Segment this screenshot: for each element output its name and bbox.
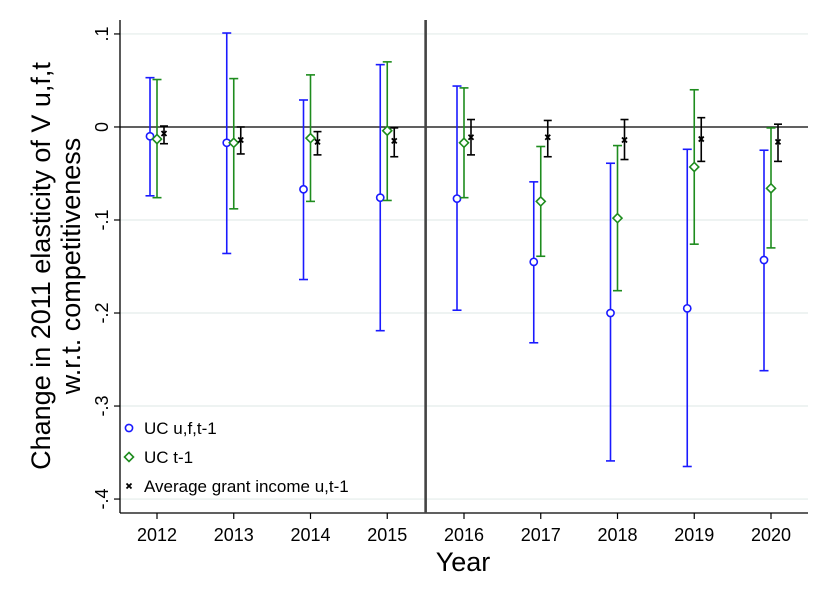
x-tick-label: 2020 xyxy=(751,525,791,545)
x-tick-label: 2016 xyxy=(444,525,484,545)
x-tick-label: 2017 xyxy=(521,525,561,545)
y-tick-label: 0 xyxy=(92,122,112,132)
point-marker xyxy=(391,137,398,145)
point-marker xyxy=(611,212,624,224)
point-marker xyxy=(151,133,163,145)
point-marker xyxy=(467,134,475,141)
x-tick-label: 2015 xyxy=(367,525,407,545)
point-marker xyxy=(765,182,777,194)
x-tick-label: 2018 xyxy=(597,525,637,545)
point-marker xyxy=(452,194,462,203)
y-tick-label: .1 xyxy=(92,26,112,41)
x-tick-label: 2013 xyxy=(214,525,254,545)
point-marker xyxy=(698,135,705,143)
legend-marker-uc-uft xyxy=(124,423,134,433)
point-marker xyxy=(682,303,692,313)
y-tick-label: -.2 xyxy=(92,303,112,324)
legend: UC u,f,t-1 UC t-1 Average grant income u… xyxy=(123,419,349,496)
x-tick-label: 2014 xyxy=(290,525,330,545)
gridlines xyxy=(120,33,808,500)
point-marker xyxy=(535,195,547,208)
point-marker xyxy=(606,308,615,318)
point-marker xyxy=(375,193,385,203)
series-0 xyxy=(145,32,769,468)
legend-marker-uc-t xyxy=(123,451,135,463)
legend-marker-grant xyxy=(125,482,133,490)
point-marker xyxy=(304,132,317,144)
x-tick-label: 2012 xyxy=(137,525,177,545)
legend-label-grant: Average grant income u,t-1 xyxy=(144,477,349,496)
axes: .1 0 -.1 -.2 -.3 -.4 2012 2013 2014 2015 2016 2017 2… xyxy=(92,20,808,545)
point-marker xyxy=(145,131,155,141)
point-marker xyxy=(529,257,539,267)
point-marker xyxy=(774,138,782,145)
y-axis-title-line-1: Change in 2011 elasticity of V u,f,t xyxy=(26,62,56,470)
legend-label-uc-uft: UC u,f,t-1 xyxy=(144,419,217,438)
point-marker xyxy=(237,136,244,144)
y-axis-title-line-2: w.r.t. competitiveness xyxy=(56,138,86,396)
series-2 xyxy=(160,116,782,163)
point-marker xyxy=(458,137,470,149)
point-marker xyxy=(299,184,308,194)
y-tick-label: -.3 xyxy=(92,396,112,417)
point-marker xyxy=(160,130,168,137)
x-axis-title: Year xyxy=(436,547,491,577)
point-marker xyxy=(688,161,700,173)
legend-label-uc-t: UC t-1 xyxy=(144,448,193,467)
point-marker xyxy=(381,125,393,137)
point-marker xyxy=(544,134,551,141)
data-series xyxy=(145,32,782,468)
point-marker xyxy=(759,255,769,265)
y-tick-label: -.1 xyxy=(92,209,112,230)
x-tick-label: 2019 xyxy=(674,525,714,545)
point-marker xyxy=(621,136,628,144)
point-marker xyxy=(314,138,321,145)
series-1 xyxy=(151,61,777,292)
y-tick-label: -.4 xyxy=(92,489,112,510)
point-marker xyxy=(228,137,240,149)
y-axis-title: Change in 2011 elasticity of V u,f,t w.r… xyxy=(26,62,86,470)
